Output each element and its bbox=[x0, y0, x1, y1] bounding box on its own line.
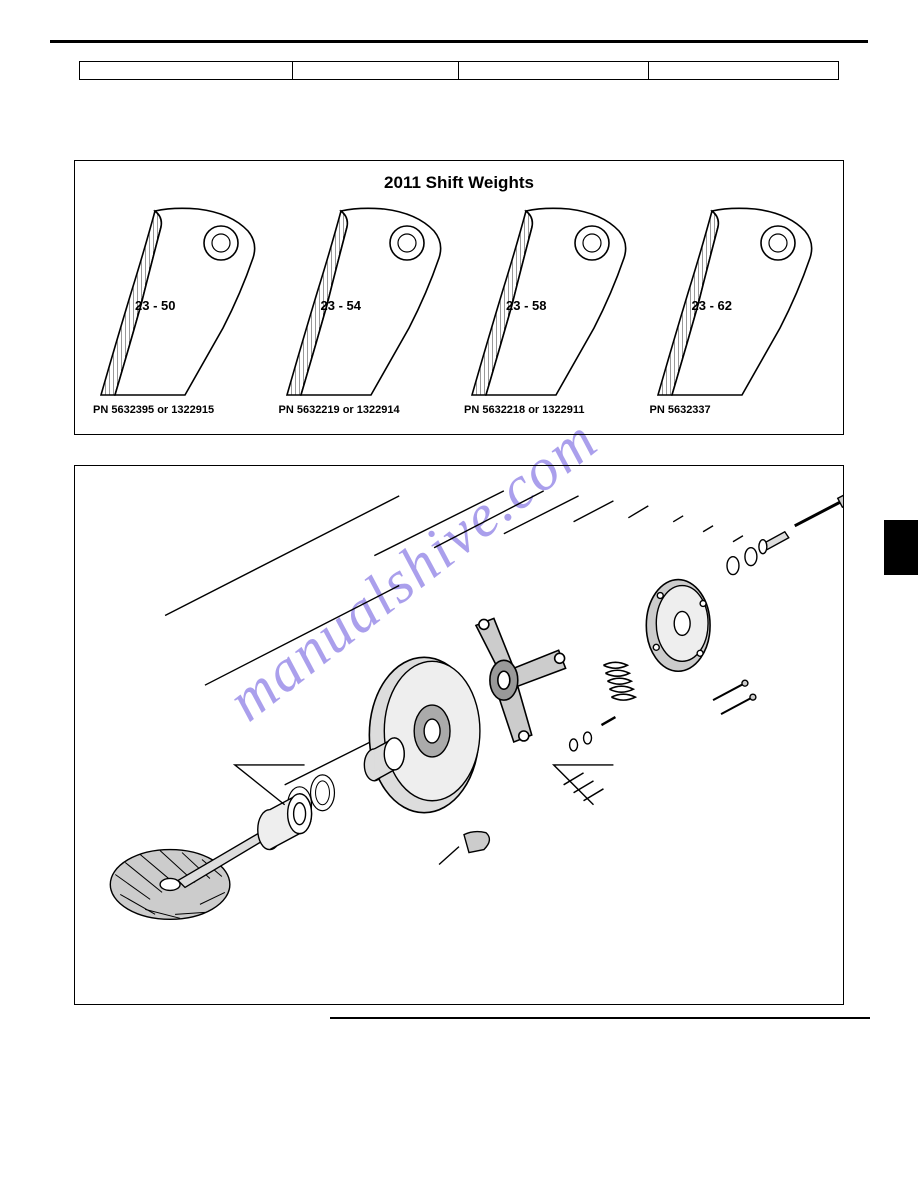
shift-weight-label: 23 - 50 bbox=[135, 298, 175, 313]
table-cell bbox=[649, 62, 839, 80]
table-row bbox=[80, 62, 839, 80]
table-cell bbox=[459, 62, 649, 80]
shift-weight-pn: PN 5632337 bbox=[650, 404, 826, 416]
shift-weight-label: 23 - 54 bbox=[321, 298, 361, 313]
page-footer-rule bbox=[330, 1017, 870, 1019]
shift-weight-pn: PN 5632218 or 1322911 bbox=[464, 404, 640, 416]
shift-weights-row: 23 - 50 PN 5632395 or 1322915 23 - 54 PN… bbox=[93, 203, 825, 416]
table-cell bbox=[80, 62, 293, 80]
shift-weight-shape-icon bbox=[464, 203, 634, 398]
shift-weights-panel: 2011 Shift Weights 23 - 50 PN 5632395 or… bbox=[74, 160, 844, 435]
shift-weight-label: 23 - 62 bbox=[692, 298, 732, 313]
shift-weight-item: 23 - 50 PN 5632395 or 1322915 bbox=[93, 203, 269, 416]
shift-weight-label: 23 - 58 bbox=[506, 298, 546, 313]
page-section-tab bbox=[884, 520, 918, 575]
shift-weight-item: 23 - 62 PN 5632337 bbox=[650, 203, 826, 416]
shift-weight-shape-icon bbox=[650, 203, 820, 398]
spec-table bbox=[79, 61, 839, 80]
page-header-rule bbox=[50, 40, 868, 51]
exploded-view-panel bbox=[74, 465, 844, 1005]
table-cell bbox=[292, 62, 459, 80]
shift-weight-item: 23 - 58 PN 5632218 or 1322911 bbox=[464, 203, 640, 416]
shift-weight-item: 23 - 54 PN 5632219 or 1322914 bbox=[279, 203, 455, 416]
shift-weight-shape-icon bbox=[279, 203, 449, 398]
shift-weight-shape-icon bbox=[93, 203, 263, 398]
shift-weight-pn: PN 5632219 or 1322914 bbox=[279, 404, 455, 416]
shift-weights-title: 2011 Shift Weights bbox=[93, 173, 825, 193]
shift-weight-pn: PN 5632395 or 1322915 bbox=[93, 404, 269, 416]
exploded-clutch-diagram-icon bbox=[75, 466, 843, 1004]
